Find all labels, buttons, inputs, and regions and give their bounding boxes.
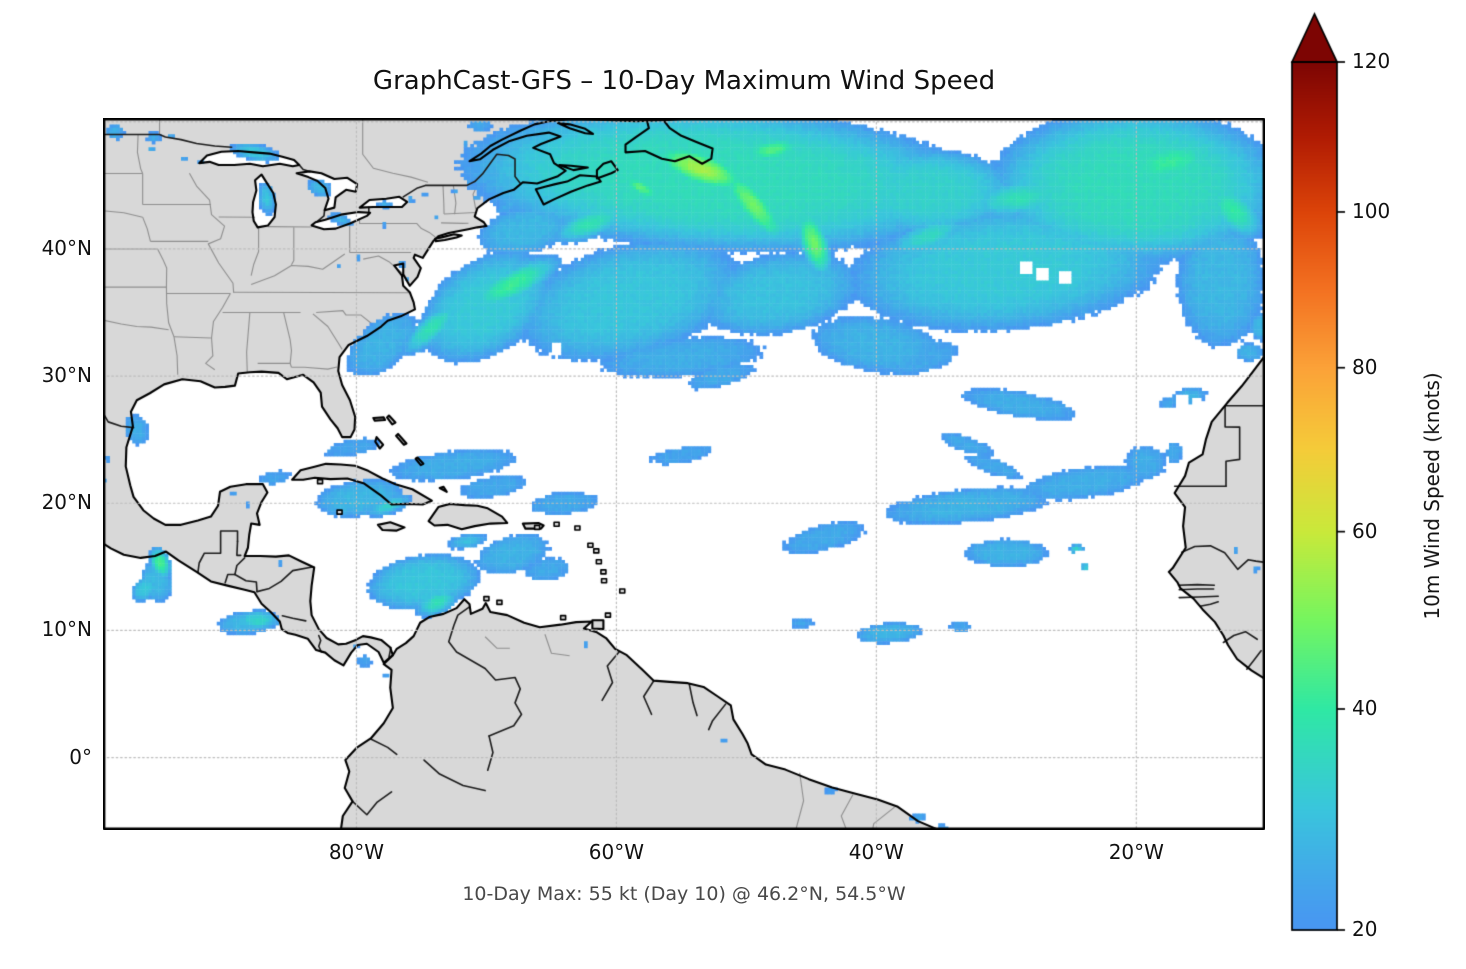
y-axis-tick-label: 30°N xyxy=(41,363,92,388)
map-plot xyxy=(103,118,1265,830)
colorbar-axis-label: 10m Wind Speed (knots) xyxy=(1420,372,1444,620)
colorbar-tick-label: 40 xyxy=(1352,695,1378,720)
colorbar-tick-label: 120 xyxy=(1352,49,1391,73)
colorbar-tick-label: 80 xyxy=(1352,354,1378,379)
colorbar xyxy=(1270,0,1466,969)
chart-subtitle: 10-Day Max: 55 kt (Day 10) @ 46.2°N, 54.… xyxy=(462,883,906,905)
chart-title: GraphCast-GFS – 10-Day Maximum Wind Spee… xyxy=(372,66,996,96)
y-axis-tick-label: 0° xyxy=(69,744,92,769)
x-axis-tick-label: 20°W xyxy=(1108,840,1164,864)
y-axis-tick-label: 40°N xyxy=(41,235,92,260)
x-axis-tick-label: 40°W xyxy=(848,840,904,864)
colorbar-tick-label: 100 xyxy=(1352,198,1391,223)
x-axis-tick-label: 80°W xyxy=(328,840,385,864)
y-axis-tick-label: 10°N xyxy=(41,617,92,642)
colorbar-tick-label: 20 xyxy=(1352,917,1378,941)
y-axis-tick-label: 20°N xyxy=(41,490,92,515)
colorbar-tick-label: 60 xyxy=(1352,518,1378,543)
x-axis-tick-label: 60°W xyxy=(588,840,645,864)
